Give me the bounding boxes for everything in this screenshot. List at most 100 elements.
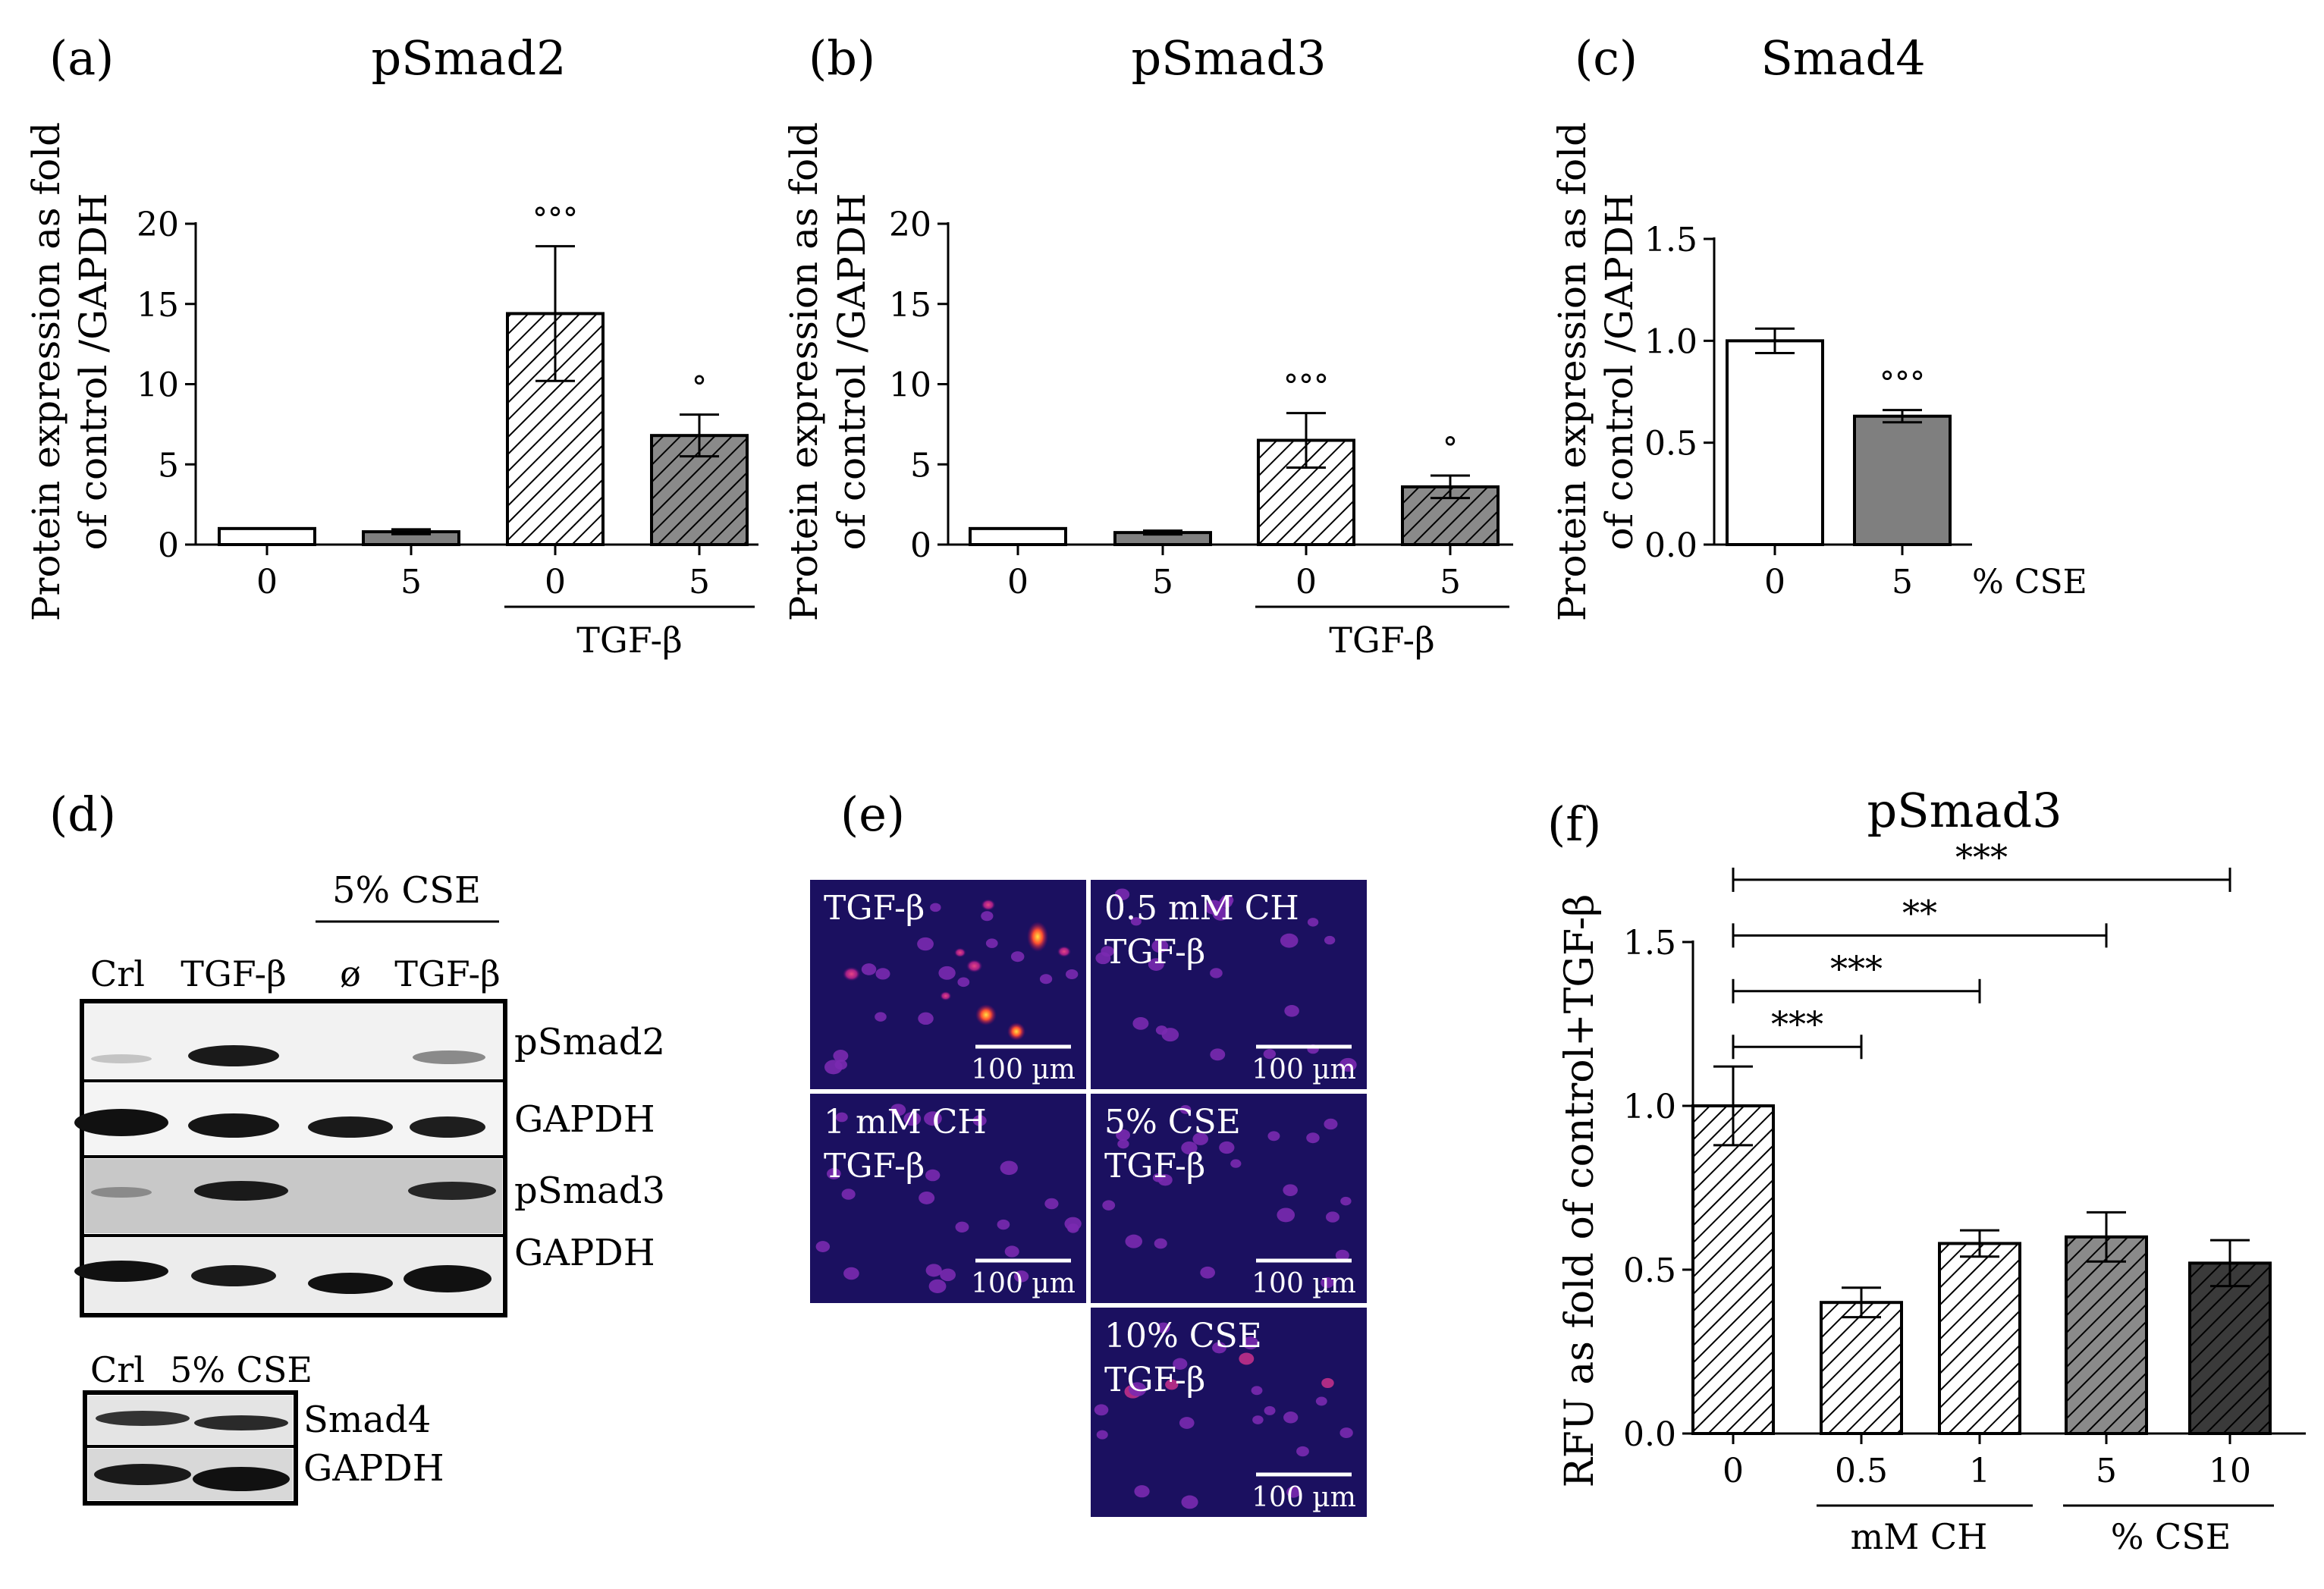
significance-marker: °°° [1880, 366, 1925, 401]
panel-label: (d) [49, 787, 116, 842]
band [308, 1116, 393, 1138]
cell-nucleus [834, 1060, 847, 1070]
significance-marker: ° [1443, 432, 1458, 466]
micrograph-label: 5% CSE [1104, 1103, 1241, 1142]
band [96, 1411, 190, 1426]
cell-nucleus [1116, 1129, 1130, 1141]
micrograph-label: TGF-β [1104, 933, 1205, 972]
group-label: TGF-β [576, 620, 682, 661]
cell-nucleus [1151, 939, 1169, 953]
scale-bar-label: 100 µm [971, 1268, 1076, 1299]
cell-nucleus [1339, 1057, 1357, 1072]
band [404, 1265, 491, 1292]
micrograph: 5% CSE TGF-β 100 µm [1091, 1094, 1367, 1303]
blot-row-label: GAPDH [514, 1232, 655, 1274]
cell-nucleus-bright [975, 1004, 997, 1025]
significance-label: *** [1830, 948, 1883, 989]
micrograph-label: TGF-β [1104, 1361, 1205, 1399]
blot-row-label: GAPDH [514, 1098, 655, 1141]
chart-pSmad2: (a) pSmad2 Protein expression as fold of … [24, 30, 758, 661]
cell-nucleus [1094, 1404, 1109, 1416]
y-tick-label: 5 [910, 446, 931, 485]
x-tick-label: 5 [1440, 563, 1461, 601]
y-tick-label: 1.5 [1623, 924, 1676, 963]
blot-header: 5% CSE [332, 869, 481, 912]
x-tick-label: 5 [689, 563, 710, 601]
cell-nucleus [1200, 1266, 1215, 1279]
cell-nucleus [1263, 1049, 1277, 1060]
cell-nucleus [1252, 1415, 1264, 1424]
blot-row-label: pSmad2 [514, 1021, 665, 1063]
bar [2188, 1261, 2272, 1435]
cell-nucleus [1335, 1249, 1349, 1261]
cell-nucleus [930, 903, 941, 912]
cell-nucleus [954, 947, 966, 958]
bar [1820, 1301, 1903, 1435]
cell-nucleus [1242, 1336, 1259, 1350]
x-tick-label: 0 [545, 563, 566, 601]
bar [969, 526, 1067, 546]
cell-nucleus [1000, 1160, 1018, 1176]
micrograph: 10% CSE TGF-β 100 µm [1091, 1308, 1367, 1517]
group-label: mM CH [1851, 1516, 1988, 1557]
cell-nucleus [966, 959, 983, 973]
panel-label: (b) [809, 30, 875, 86]
cell-nucleus-bright [1027, 922, 1048, 952]
cell-nucleus [1148, 958, 1164, 971]
cell-nucleus [1326, 1211, 1339, 1223]
cell-nucleus [1321, 1377, 1334, 1389]
lane-label: Crl [90, 953, 145, 994]
cell-nucleus [1173, 1358, 1188, 1370]
y-tick-label: 0.5 [1623, 1251, 1676, 1290]
cell-nucleus [972, 1115, 987, 1126]
y-tick-label: 20 [889, 206, 931, 244]
cell-nucleus [1286, 1486, 1301, 1498]
blot-row-label: GAPDH [303, 1447, 444, 1490]
cell-nucleus [1157, 1322, 1170, 1333]
cell-nucleus [833, 1050, 849, 1062]
micrograph-label: 0.5 mM CH [1104, 889, 1299, 928]
x-tick-label: 5 [1152, 563, 1173, 601]
cell-nucleus [938, 966, 956, 980]
western-blot-panel: (d) 5% CSE Crl TGF-β ø TGF-β pSmad2 GAPD… [49, 787, 665, 1506]
micrograph: 0.5 mM CH TGF-β 100 µm [1091, 880, 1367, 1089]
cell-nucleus [985, 938, 998, 948]
cell-nucleus [918, 1012, 934, 1025]
cell-nucleus [997, 1219, 1010, 1230]
cell-nucleus [940, 991, 952, 1001]
band [191, 1265, 276, 1286]
cell-nucleus [981, 911, 994, 922]
cell-nucleus [1066, 969, 1079, 980]
cell-nucleus [1181, 1141, 1198, 1155]
cell-nucleus [1230, 1159, 1242, 1168]
significance-marker: ° [692, 371, 707, 406]
y-tick-label: 10 [889, 366, 931, 405]
micrograph-label: 1 mM CH [824, 1103, 987, 1142]
cell-nucleus [1096, 1430, 1108, 1440]
x-tick-label: 0 [1295, 563, 1317, 601]
chart-title: pSmad3 [1867, 783, 2062, 838]
cell-nucleus [843, 1267, 859, 1280]
cell-nucleus [1264, 1405, 1276, 1415]
panel-label: (a) [49, 30, 114, 86]
y-axis-label: of control /GAPDH [1597, 193, 1641, 550]
micrograph: 1 mM CH TGF-β 100 µm [810, 1094, 1086, 1303]
cell-nucleus [928, 1279, 947, 1293]
y-axis-label: Protein expression as fold [782, 122, 826, 621]
band [94, 1464, 191, 1485]
band [194, 1181, 288, 1201]
cell-nucleus [1239, 1352, 1255, 1365]
chart-pSmad3-RFU: (f) pSmad3 RFU as fold of control+TGF-β 0… [1547, 783, 2306, 1557]
cell-nucleus [1154, 1238, 1167, 1249]
cell-nucleus [1067, 1223, 1079, 1233]
bar [1938, 1242, 2021, 1435]
cell-nucleus [1161, 1028, 1179, 1042]
y-tick-label: 20 [137, 206, 179, 244]
x-tick-label: 0 [1723, 1452, 1744, 1490]
blot-row-label: pSmad3 [514, 1170, 665, 1212]
cell-nucleus [1210, 1048, 1226, 1061]
bar [218, 526, 316, 546]
cell-nucleus [1339, 1427, 1353, 1439]
y-axis-label: Protein expression as fold [24, 122, 68, 621]
cell-nucleus [1179, 1104, 1192, 1114]
